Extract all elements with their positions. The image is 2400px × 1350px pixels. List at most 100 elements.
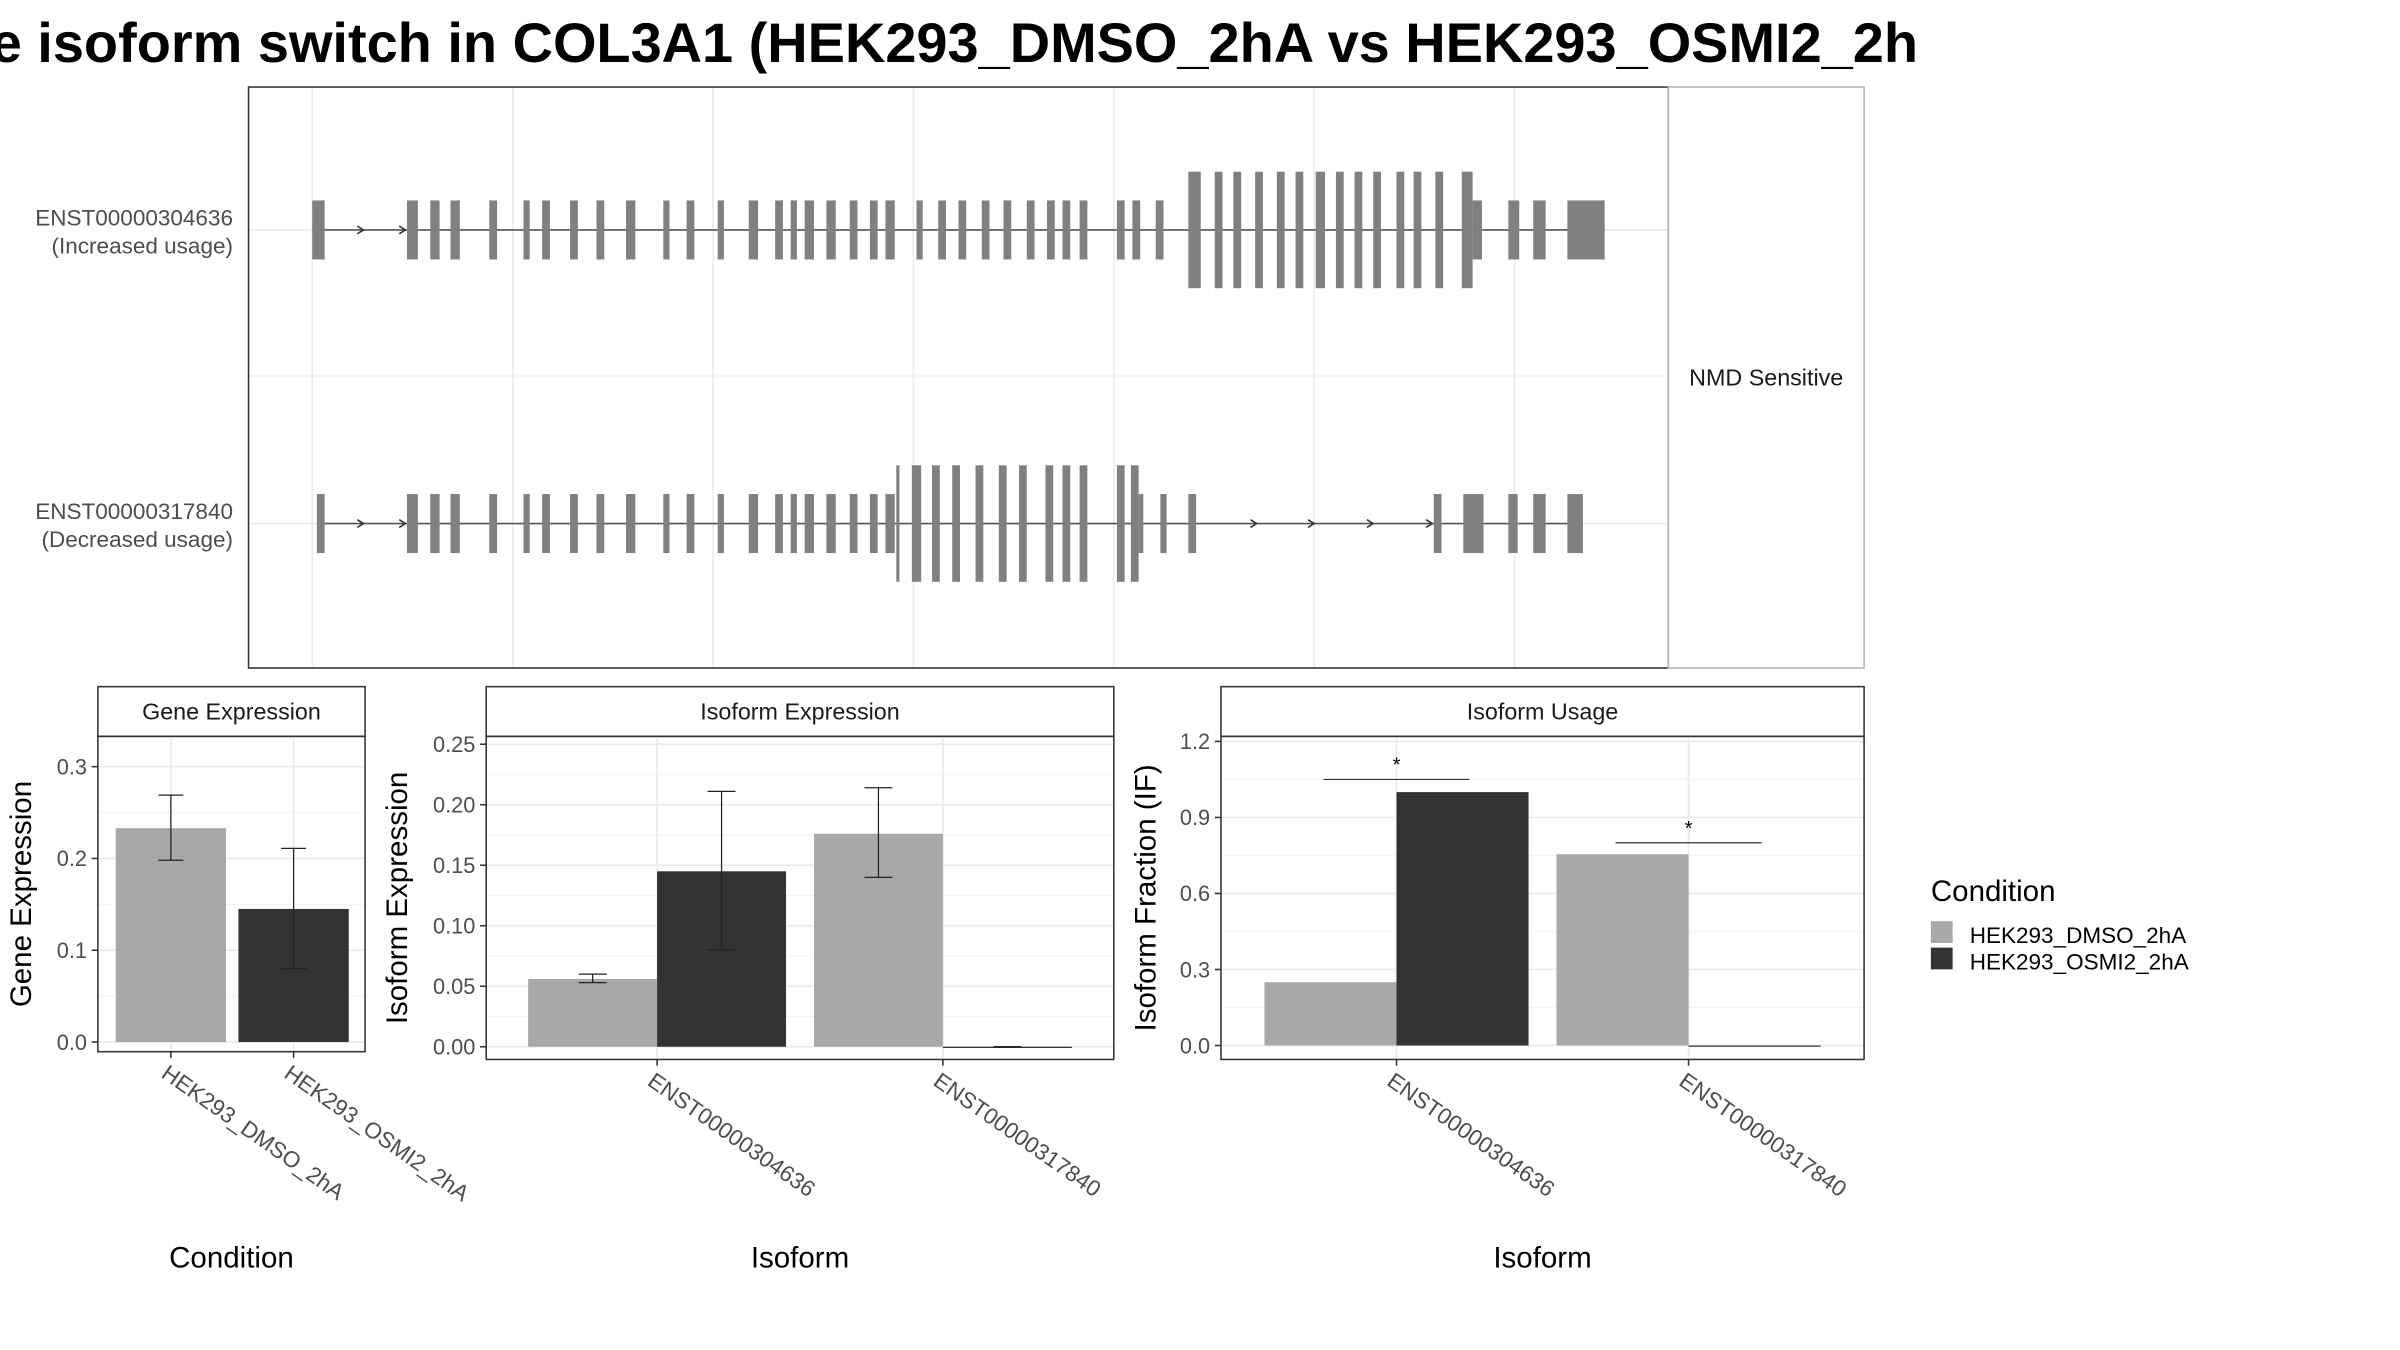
panel-border <box>97 735 366 1053</box>
y-axis-title: Gene Expression <box>5 781 38 1007</box>
transcript-sublabel: (Decreased usage) <box>42 527 233 552</box>
exon <box>663 494 670 554</box>
exon <box>1116 200 1125 260</box>
bar <box>1556 854 1689 1046</box>
facet-strip <box>1667 86 1865 669</box>
y-axis-title: Isoform Fraction (IF) <box>1130 764 1163 1031</box>
strand-arrow <box>1307 519 1316 529</box>
y-tick-label: 0.3 <box>57 754 87 779</box>
exon <box>316 494 325 554</box>
bar <box>115 828 227 1043</box>
y-tick-label: 1.2 <box>1180 729 1210 754</box>
cds-exon <box>1413 171 1422 289</box>
cds-exon <box>911 465 922 582</box>
exon <box>1026 200 1035 260</box>
legend-swatch-dmso <box>1930 921 1953 943</box>
exon <box>626 200 636 260</box>
y-tick-label: 0.0 <box>57 1030 87 1055</box>
exon <box>1508 494 1518 554</box>
legend: Condition HEK293_DMSO_2hA HEK293_OSMI2_2… <box>1930 875 2189 974</box>
cds-exon <box>1255 171 1263 289</box>
exon <box>775 494 783 554</box>
cds-exon <box>1461 171 1473 289</box>
y-tick-label: 0.0 <box>1180 1033 1210 1058</box>
exon <box>596 200 605 260</box>
exon <box>849 200 858 260</box>
panel-border <box>1220 735 1865 1061</box>
y-tick-label: 0.1 <box>57 938 87 963</box>
strand-arrow <box>1250 519 1259 529</box>
cds-exon <box>998 465 1007 582</box>
cds-exon <box>1335 171 1344 289</box>
exon <box>869 200 878 260</box>
exon <box>916 200 923 260</box>
cds-exon <box>1373 171 1381 289</box>
exon <box>826 200 836 260</box>
exon <box>748 494 759 554</box>
exon <box>523 200 530 260</box>
exon <box>1138 494 1144 554</box>
y-tick-label: 0.20 <box>433 792 475 817</box>
cds-exon <box>1188 171 1201 289</box>
exon <box>406 494 418 554</box>
significance-star: * <box>1685 818 1693 840</box>
cds-exon <box>1214 171 1223 289</box>
exon <box>1463 494 1484 554</box>
y-tick-label: 0.05 <box>433 974 475 999</box>
exon <box>1160 494 1167 554</box>
exon <box>1079 200 1088 260</box>
exon <box>570 200 578 260</box>
cds-exon <box>1295 171 1304 289</box>
cds-exon <box>1062 465 1071 582</box>
exon <box>663 200 670 260</box>
y-tick-label: 0.2 <box>57 846 87 871</box>
legend-label-dmso: HEK293_DMSO_2hA <box>1970 923 2187 948</box>
cds-exon <box>1079 465 1088 582</box>
exon <box>626 494 636 554</box>
exon <box>312 200 325 260</box>
exon <box>717 494 724 554</box>
exon <box>1508 200 1520 260</box>
exon <box>450 494 460 554</box>
bar <box>528 978 658 1047</box>
exon <box>717 200 724 260</box>
exon <box>523 494 530 554</box>
significance-star: * <box>1393 755 1401 777</box>
panel-strip-label: Isoform Usage <box>1467 698 1619 724</box>
exon <box>1188 494 1197 554</box>
panel-border <box>485 735 1115 1061</box>
exon <box>430 200 440 260</box>
exon <box>775 200 783 260</box>
cds-exon <box>1045 465 1054 582</box>
strand-arrow <box>1366 519 1375 529</box>
cds-exon <box>1276 171 1285 289</box>
exon <box>826 494 836 554</box>
x-axis-title: Isoform <box>1493 1242 1591 1275</box>
legend-swatch-osmi2 <box>1930 947 1953 970</box>
x-axis-title: Condition <box>169 1242 294 1275</box>
cds-exon <box>1315 171 1326 289</box>
strand-arrow <box>356 519 365 529</box>
panel-strip-label: Isoform Expression <box>700 698 899 724</box>
exon <box>1155 200 1164 260</box>
exon <box>1567 494 1583 554</box>
cds-exon <box>1396 171 1405 289</box>
strand-arrow <box>356 225 365 235</box>
exon <box>570 494 578 554</box>
x-axis-title: Isoform <box>751 1242 849 1275</box>
y-tick-label: 0.10 <box>433 914 475 939</box>
exon <box>430 494 440 554</box>
y-tick-label: 0.3 <box>1180 957 1210 982</box>
exon <box>869 494 878 554</box>
exon <box>596 494 605 554</box>
bar <box>1396 792 1529 1046</box>
y-tick-label: 0.9 <box>1180 805 1210 830</box>
cds-exon <box>975 465 984 582</box>
exon <box>748 200 759 260</box>
figure-title: e isoform switch in COL3A1 (HEK293_DMSO_… <box>0 11 1918 74</box>
legend-title: Condition <box>1931 875 2056 908</box>
exon <box>938 200 947 260</box>
cds-exon <box>1116 465 1125 582</box>
exon <box>885 200 895 260</box>
